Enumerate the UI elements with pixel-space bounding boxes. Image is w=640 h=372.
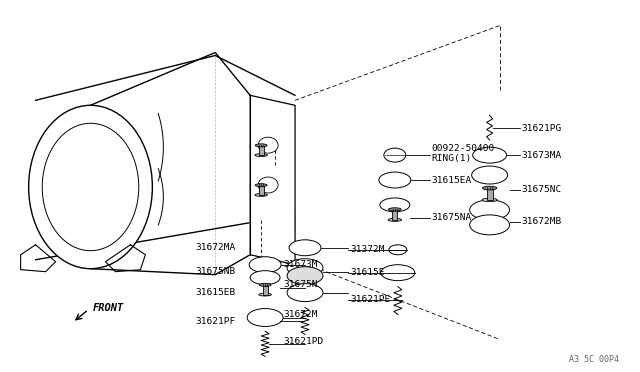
Text: A3 5C 00P4: A3 5C 00P4 xyxy=(570,355,620,364)
Ellipse shape xyxy=(258,137,278,153)
Text: 31621PF: 31621PF xyxy=(195,317,236,326)
Ellipse shape xyxy=(388,218,401,221)
Ellipse shape xyxy=(255,184,267,187)
Text: 00922-50400: 00922-50400 xyxy=(432,144,495,153)
Text: 31672M: 31672M xyxy=(283,310,317,319)
Text: 31673MA: 31673MA xyxy=(522,151,562,160)
Ellipse shape xyxy=(287,259,323,277)
Text: 31673M: 31673M xyxy=(283,260,317,269)
Ellipse shape xyxy=(470,215,509,235)
Ellipse shape xyxy=(381,265,415,280)
Text: 31372M: 31372M xyxy=(350,245,385,254)
Ellipse shape xyxy=(379,172,411,188)
Ellipse shape xyxy=(482,198,497,202)
Ellipse shape xyxy=(255,193,268,196)
Ellipse shape xyxy=(473,147,507,163)
Ellipse shape xyxy=(287,267,323,285)
Polygon shape xyxy=(250,95,295,265)
Ellipse shape xyxy=(380,198,410,212)
Bar xyxy=(259,145,264,155)
Ellipse shape xyxy=(250,271,280,285)
Text: 31672MA: 31672MA xyxy=(195,243,236,252)
Text: 31675NB: 31675NB xyxy=(195,267,236,276)
Ellipse shape xyxy=(258,177,278,193)
Ellipse shape xyxy=(255,144,267,147)
Ellipse shape xyxy=(483,186,497,190)
Text: 31615E: 31615E xyxy=(350,268,385,277)
Text: 31675N: 31675N xyxy=(283,280,317,289)
Ellipse shape xyxy=(259,293,271,296)
Text: 31675NC: 31675NC xyxy=(522,186,562,195)
Ellipse shape xyxy=(472,166,508,184)
Text: 31615EB: 31615EB xyxy=(195,288,236,297)
Ellipse shape xyxy=(29,105,152,269)
Ellipse shape xyxy=(289,240,321,256)
Bar xyxy=(486,188,493,200)
Ellipse shape xyxy=(389,245,407,255)
Ellipse shape xyxy=(255,154,268,157)
Ellipse shape xyxy=(388,208,401,211)
Text: FRONT: FRONT xyxy=(93,302,124,312)
Ellipse shape xyxy=(384,148,406,162)
Ellipse shape xyxy=(42,123,139,251)
Ellipse shape xyxy=(470,200,509,220)
Bar xyxy=(259,185,264,195)
Ellipse shape xyxy=(247,308,283,327)
Text: RING(1): RING(1) xyxy=(432,154,472,163)
Ellipse shape xyxy=(287,283,323,302)
Text: 31675NA: 31675NA xyxy=(432,214,472,222)
Ellipse shape xyxy=(249,257,281,273)
Bar xyxy=(392,209,397,220)
Text: 31621PD: 31621PD xyxy=(283,337,323,346)
Text: 31621PE: 31621PE xyxy=(350,295,390,304)
Ellipse shape xyxy=(259,283,271,286)
Text: 31621PG: 31621PG xyxy=(522,124,562,133)
Text: 31615EA: 31615EA xyxy=(432,176,472,185)
Text: 31672MB: 31672MB xyxy=(522,217,562,227)
Bar xyxy=(262,285,268,295)
